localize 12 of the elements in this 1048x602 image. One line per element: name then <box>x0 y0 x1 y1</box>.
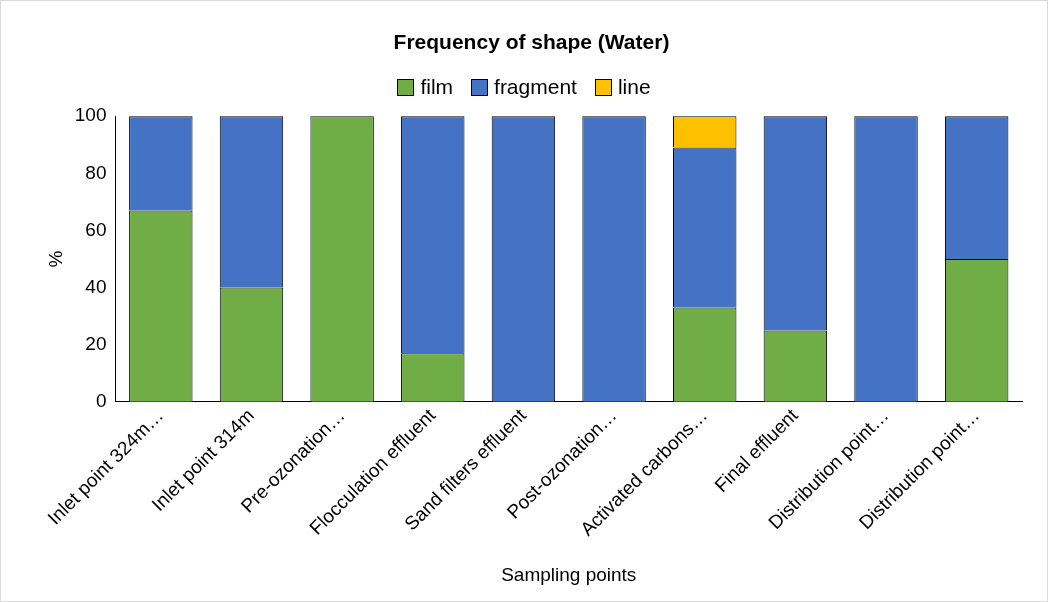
x-axis-title: Sampling points <box>501 563 637 585</box>
y-tick-label: 20 <box>85 332 107 354</box>
y-tick-label: 80 <box>85 161 107 183</box>
y-tick-label: 0 <box>95 390 107 412</box>
series-label: fragment <box>494 75 577 99</box>
y-tick-label: 60 <box>85 218 107 240</box>
chart-title: Frequency of shape (Water) <box>393 30 670 54</box>
y-tick-label: 100 <box>74 104 107 126</box>
legend-label: line <box>617 75 651 99</box>
y-tick-label: 40 <box>85 275 107 297</box>
legend-label: film <box>420 75 454 99</box>
y-axis-title: % <box>44 250 66 268</box>
